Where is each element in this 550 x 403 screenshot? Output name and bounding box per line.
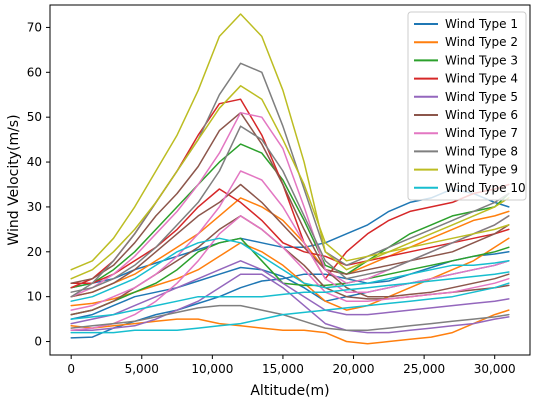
x-tick-label: 25,000	[403, 362, 445, 376]
x-tick-label: 0	[67, 362, 75, 376]
y-tick-label: 20	[27, 245, 42, 259]
legend-label: Wind Type 8	[445, 144, 518, 158]
legend-label: Wind Type 2	[445, 35, 518, 49]
y-tick-label: 30	[27, 200, 42, 214]
plot-frame	[49, 4, 531, 356]
legend-item: Wind Type 4	[414, 72, 518, 86]
series-5-line-1	[70, 273, 510, 334]
series-10	[70, 237, 510, 334]
series-9	[70, 13, 510, 280]
series-9-line-2	[70, 85, 510, 280]
legend-label: Wind Type 10	[445, 181, 526, 195]
legend-label: Wind Type 7	[445, 126, 518, 140]
series-layer	[70, 13, 510, 345]
y-tick-label: 70	[27, 20, 42, 34]
legend-item: Wind Type 10	[414, 181, 526, 195]
x-tick-label: 10,000	[191, 362, 233, 376]
series-3-line-2	[70, 237, 510, 316]
x-tick-label: 5,000	[125, 362, 159, 376]
series-8-line-2	[70, 125, 510, 293]
legend-item: Wind Type 7	[414, 126, 518, 140]
series-10-line-3	[70, 237, 510, 302]
legend-box	[407, 11, 527, 201]
legend-item: Wind Type 6	[414, 108, 518, 122]
legend-item: Wind Type 8	[414, 144, 518, 158]
series-3-line-1	[70, 143, 510, 289]
legend-item: Wind Type 2	[414, 35, 518, 49]
series-9-line-1	[70, 13, 510, 271]
legend-label: Wind Type 5	[445, 90, 518, 104]
x-tick-label: 20,000	[333, 362, 375, 376]
legend-item: Wind Type 9	[414, 163, 518, 177]
y-axis: 0 10 20 30 40 50 60 70	[27, 20, 50, 349]
series-6-line-3	[70, 183, 510, 298]
x-tick-label: 30,000	[474, 362, 516, 376]
legend-label: Wind Type 1	[445, 17, 518, 31]
legend: Wind Type 1 Wind Type 2 Wind Type 3 Wind Ty…	[407, 11, 527, 201]
y-tick-label: 60	[27, 65, 42, 79]
y-tick-label: 50	[27, 110, 42, 124]
y-axis-title: Wind Velocity(m/s)	[6, 114, 22, 245]
series-8-line-3	[70, 304, 510, 332]
y-tick-label: 10	[27, 290, 42, 304]
series-3	[70, 143, 510, 316]
series-7-line-2	[70, 170, 510, 311]
legend-label: Wind Type 9	[445, 163, 518, 177]
series-2-line-3	[70, 197, 510, 298]
y-tick-label: 40	[27, 155, 42, 169]
legend-item: Wind Type 3	[414, 53, 518, 67]
x-tick-label: 15,000	[262, 362, 304, 376]
series-5	[70, 260, 510, 334]
legend-label: Wind Type 3	[445, 53, 518, 67]
x-axis: 0 5,000 10,000 15,000 20,000 25,000 30,000	[67, 355, 516, 376]
series-4-line-2	[70, 188, 510, 284]
series-5-line-2	[70, 260, 510, 325]
legend-item: Wind Type 1	[414, 17, 518, 31]
series-10-line-2	[70, 271, 510, 320]
series-2-line-2	[70, 237, 510, 311]
series-8	[70, 62, 510, 332]
legend-label: Wind Type 6	[445, 108, 518, 122]
series-10-line-1	[70, 282, 510, 334]
legend-item: Wind Type 5	[414, 90, 518, 104]
y-tick-label: 0	[34, 335, 42, 349]
series-8-line-1	[70, 62, 510, 298]
x-axis-title: Altitude(m)	[250, 383, 329, 399]
legend-label: Wind Type 4	[445, 72, 518, 86]
series-6-line-1	[70, 111, 510, 284]
